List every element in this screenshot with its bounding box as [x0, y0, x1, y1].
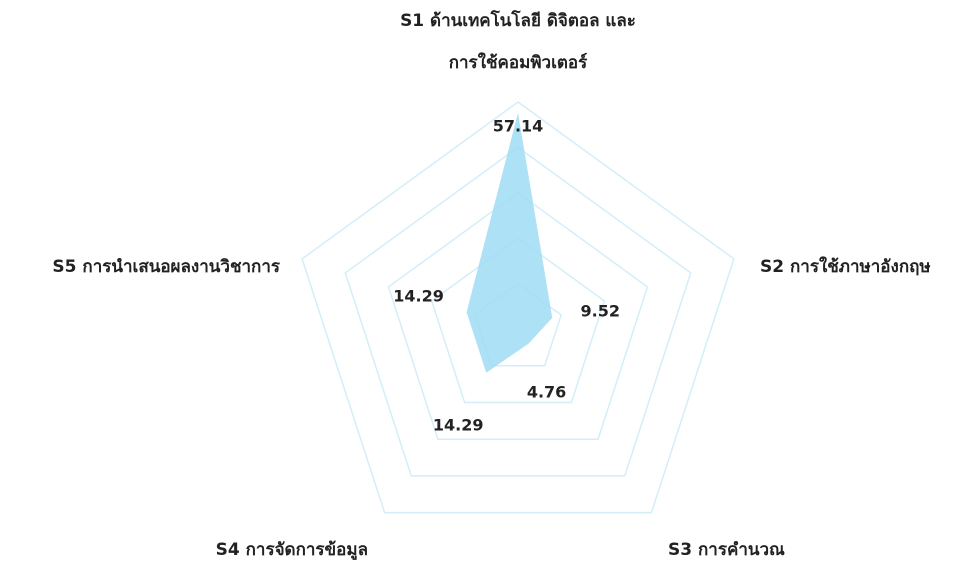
- grid-ring: [430, 237, 606, 404]
- axis-label: S5 การนำเสนอผลงานวิชาการ: [52, 257, 280, 277]
- axis-label: S2 การใช้ภาษาอังกฤษ: [760, 257, 931, 277]
- value-label: 14.29: [393, 286, 444, 306]
- axis-label: S1 ด้านเทคโนโลยี ดิจิตอล และ การใช้คอมพิ…: [400, 11, 636, 73]
- value-label: 14.29: [432, 415, 484, 435]
- axis-label: S3 การคำนวณ: [668, 540, 785, 560]
- value-label: 9.52: [580, 301, 620, 321]
- value-label: 57.14: [492, 116, 544, 136]
- grid-ring: [344, 146, 692, 477]
- axis-label: S4 การจัดการข้อมูล: [215, 540, 368, 560]
- radar-area: [466, 112, 553, 373]
- grid-ring: [301, 101, 735, 514]
- grid-ring: [387, 191, 649, 440]
- value-label: 4.76: [526, 382, 567, 402]
